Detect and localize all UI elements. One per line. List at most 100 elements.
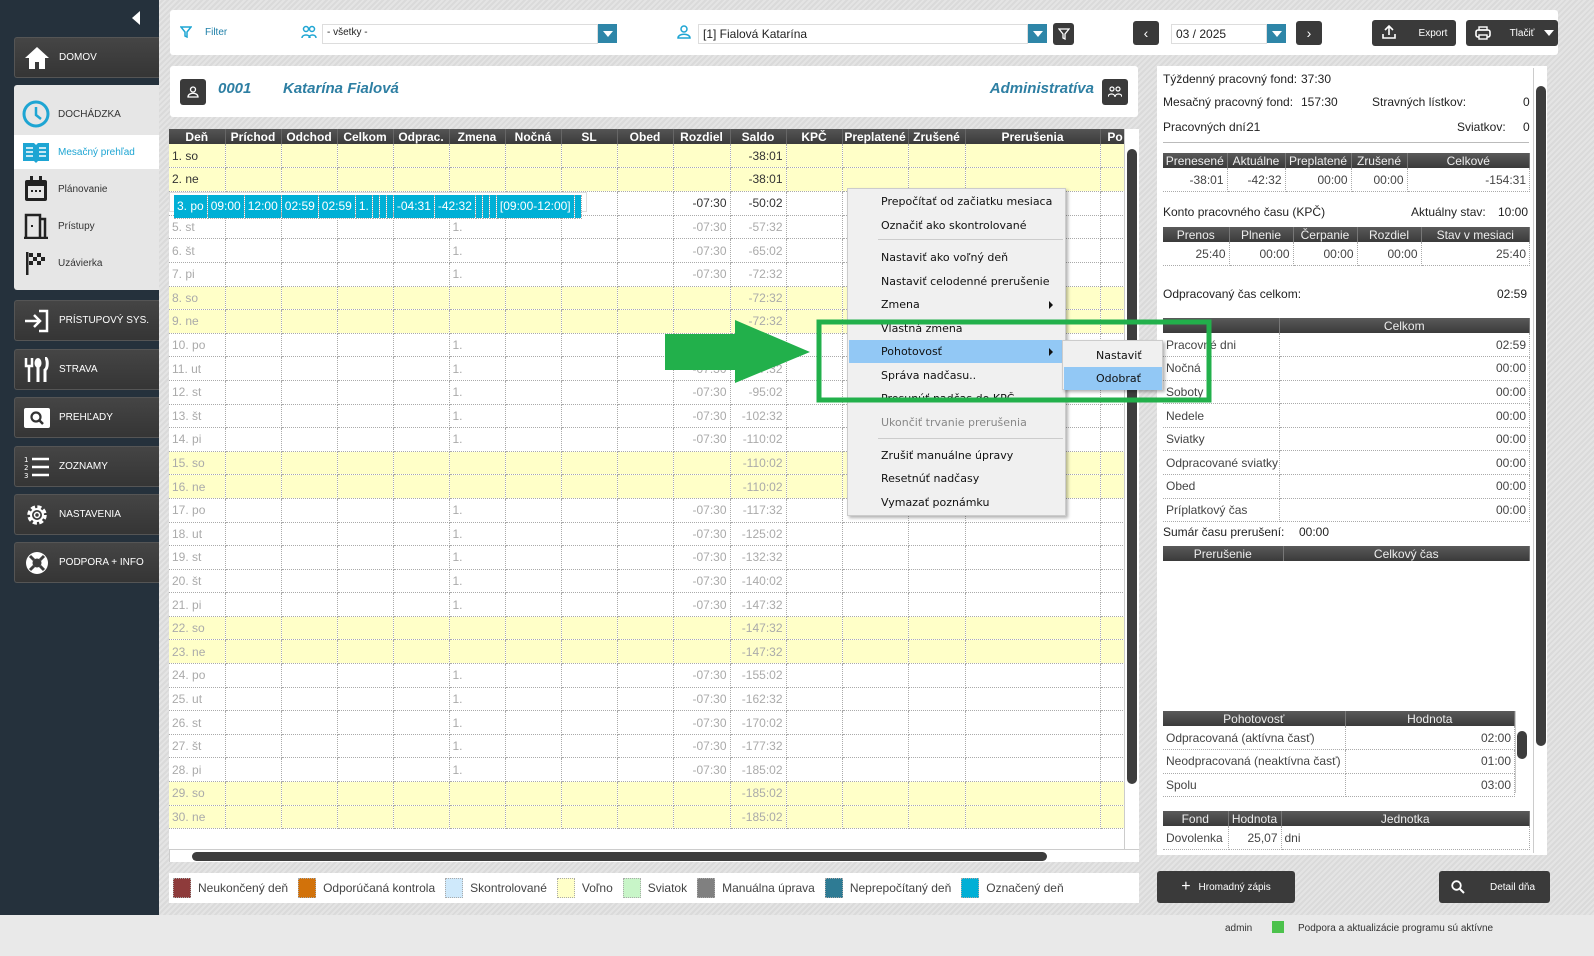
table-cell[interactable] (505, 639, 562, 665)
column-header[interactable]: Rozdiel (673, 129, 731, 144)
table-cell[interactable] (561, 639, 618, 665)
table-cell[interactable] (617, 569, 674, 594)
table-cell[interactable] (449, 616, 506, 641)
table-cell[interactable] (505, 167, 562, 192)
table-cell[interactable] (786, 781, 843, 806)
table-cell[interactable]: 1. (449, 710, 506, 735)
table-cell[interactable] (505, 616, 562, 641)
column-header[interactable]: Po (1100, 129, 1131, 144)
table-cell[interactable]: -04:31 (393, 194, 435, 219)
table-row[interactable]: 23. ne -147:32 (169, 639, 1131, 665)
table-cell[interactable] (786, 144, 843, 169)
table-cell[interactable] (337, 262, 394, 287)
table-cell[interactable] (786, 238, 843, 263)
table-cell[interactable]: 6. št (169, 238, 226, 263)
table-cell[interactable]: -07:30 (673, 522, 731, 547)
menu-item-standby[interactable]: Pohotovosť (849, 340, 1065, 363)
table-cell[interactable] (337, 757, 394, 783)
column-header[interactable]: Odchod (281, 129, 338, 144)
table-cell[interactable]: 09:00 (207, 194, 245, 219)
table-cell[interactable] (225, 663, 282, 688)
table-cell[interactable] (225, 356, 282, 381)
table-cell[interactable]: -147:32 (730, 616, 787, 641)
table-cell[interactable] (617, 781, 674, 806)
table-cell[interactable] (965, 710, 1101, 735)
table-cell[interactable]: 02:59 (318, 194, 356, 219)
table-cell[interactable]: -185:02 (730, 805, 787, 830)
table-cell[interactable]: 23. ne (169, 639, 226, 665)
table-cell[interactable]: 1. (449, 545, 506, 570)
table-cell[interactable]: 29. so (169, 781, 226, 806)
table-cell[interactable] (505, 781, 562, 806)
nav-support[interactable]: PODPORA + INFO (14, 542, 159, 583)
table-cell[interactable] (617, 191, 674, 216)
table-cell[interactable] (965, 545, 1101, 570)
table-cell[interactable] (281, 710, 338, 735)
table-cell[interactable] (574, 194, 582, 219)
table-cell[interactable] (337, 167, 394, 192)
table-cell[interactable] (281, 805, 338, 830)
table-cell[interactable] (225, 380, 282, 405)
table-cell[interactable]: 16. ne (169, 474, 226, 499)
column-header[interactable]: Príchod (225, 129, 282, 144)
table-row[interactable]: 18. ut 1. -07:30 -125:02 (169, 522, 1131, 547)
table-cell[interactable] (965, 592, 1101, 617)
table-cell[interactable] (393, 498, 450, 523)
table-cell[interactable] (281, 380, 338, 405)
table-cell[interactable] (561, 380, 618, 405)
table-cell[interactable]: 21. pi (169, 592, 226, 617)
table-cell[interactable] (225, 427, 282, 452)
table-cell[interactable] (617, 474, 674, 499)
table-cell[interactable] (505, 451, 562, 476)
prev-month-button[interactable]: ‹ (1133, 21, 1159, 45)
table-cell[interactable] (617, 144, 674, 169)
table-cell[interactable] (617, 215, 674, 240)
table-cell[interactable] (505, 522, 562, 547)
standby-scrollbar[interactable] (1515, 711, 1528, 793)
table-cell[interactable] (393, 167, 450, 192)
nav-monthly-overview[interactable]: Mesačný prehľad (14, 135, 159, 169)
column-header[interactable]: Preplatené (842, 129, 909, 144)
scroll-thumb[interactable] (192, 852, 1047, 861)
table-cell[interactable] (337, 522, 394, 547)
table-cell[interactable] (393, 545, 450, 570)
column-header[interactable]: Saldo (730, 129, 787, 144)
table-cell[interactable]: 15. so (169, 451, 226, 476)
table-row[interactable]: 27. št 1. -07:30 -177:32 (169, 734, 1131, 759)
table-cell[interactable] (965, 616, 1101, 641)
table-cell[interactable] (842, 522, 909, 547)
table-row[interactable]: 25. ut 1. -07:30 -162:32 (169, 687, 1131, 712)
table-cell[interactable]: -42:32 (434, 194, 476, 219)
table-cell[interactable] (786, 757, 843, 783)
table-cell[interactable] (505, 309, 562, 334)
table-cell[interactable] (786, 734, 843, 759)
table-cell[interactable]: -185:02 (730, 757, 787, 783)
table-cell[interactable] (393, 663, 450, 688)
table-cell[interactable]: -125:02 (730, 522, 787, 547)
column-header[interactable]: Prerušenia (965, 129, 1101, 144)
print-button[interactable]: Tlačiť (1466, 20, 1558, 46)
table-cell[interactable] (281, 427, 338, 452)
table-cell[interactable] (842, 167, 909, 192)
table-cell[interactable]: 2. ne (169, 167, 226, 192)
table-cell[interactable] (505, 427, 562, 452)
table-cell[interactable] (281, 545, 338, 570)
table-cell[interactable] (786, 427, 843, 452)
table-cell[interactable] (393, 333, 450, 358)
table-cell[interactable]: 13. št (169, 404, 226, 429)
table-cell[interactable] (561, 356, 618, 381)
table-cell[interactable] (281, 498, 338, 523)
table-cell[interactable] (337, 734, 394, 759)
table-cell[interactable] (281, 356, 338, 381)
table-cell[interactable]: -07:30 (673, 545, 731, 570)
table-cell[interactable] (337, 639, 394, 665)
table-cell[interactable] (281, 687, 338, 712)
table-cell[interactable] (393, 781, 450, 806)
table-cell[interactable] (673, 474, 731, 499)
table-cell[interactable] (673, 451, 731, 476)
table-cell[interactable]: -07:30 (673, 663, 731, 688)
table-cell[interactable]: 19. st (169, 545, 226, 570)
table-cell[interactable]: -07:30 (673, 262, 731, 287)
bulk-entry-button[interactable]: + Hromadný zápis (1157, 871, 1295, 903)
table-cell[interactable] (505, 286, 562, 311)
